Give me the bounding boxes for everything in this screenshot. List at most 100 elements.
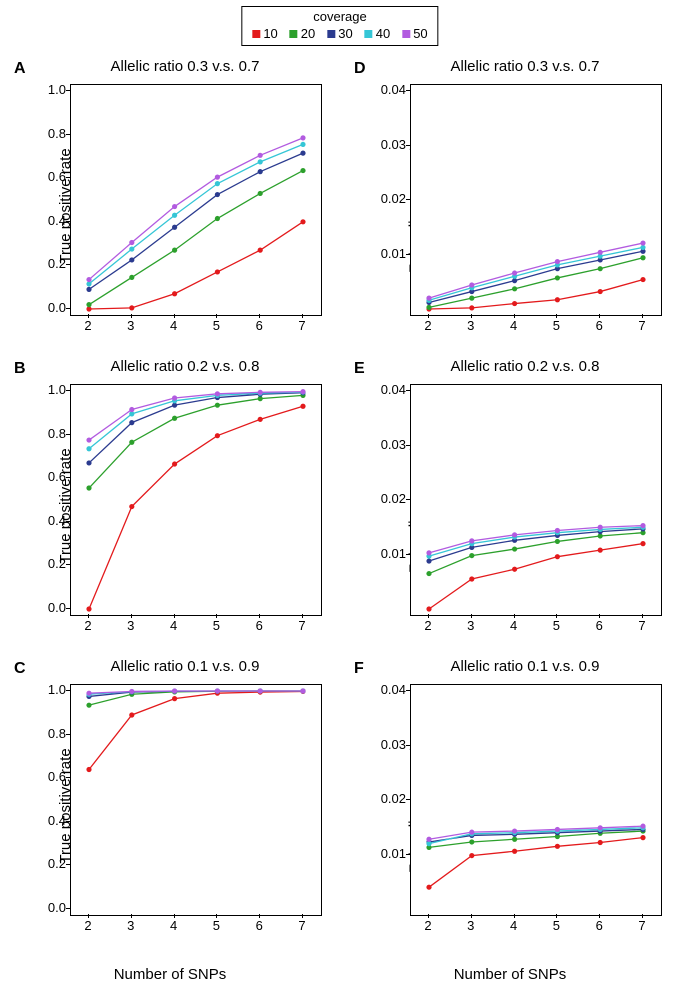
y-tick-label: 0.0 <box>26 600 66 615</box>
panel-title: Allelic ratio 0.1 v.s. 0.9 <box>370 658 680 675</box>
x-tick-label: 3 <box>461 618 481 633</box>
y-tick-label: 0.2 <box>26 256 66 271</box>
x-tick-label: 7 <box>632 318 652 333</box>
panel-C: CAllelic ratio 0.1 v.s. 0.9True positive… <box>0 656 340 956</box>
panel-A: AAllelic ratio 0.3 v.s. 0.7True positive… <box>0 56 340 356</box>
legend-item: 50 <box>402 26 427 41</box>
x-tick-label: 7 <box>292 618 312 633</box>
chart-svg <box>71 385 321 615</box>
panel-B: BAllelic ratio 0.2 v.s. 0.8True positive… <box>0 356 340 656</box>
y-tick-label: 0.6 <box>26 169 66 184</box>
x-tick-label: 2 <box>418 918 438 933</box>
y-tick-label: 0.0 <box>26 300 66 315</box>
x-tick-label: 7 <box>292 318 312 333</box>
chart-svg <box>71 685 321 915</box>
y-tick-label: 0.02 <box>366 491 406 506</box>
plot-area <box>70 84 322 316</box>
y-tick-label: 0.2 <box>26 556 66 571</box>
panel-E: EAllelic ratio 0.2 v.s. 0.8False discove… <box>340 356 680 656</box>
xlabel-left: Number of SNPs <box>0 966 340 983</box>
panel-title: Allelic ratio 0.3 v.s. 0.7 <box>30 58 340 75</box>
y-tick-label: 0.03 <box>366 737 406 752</box>
legend-box: coverage 10 20 30 40 50 <box>241 6 438 46</box>
panel-label: E <box>354 360 365 378</box>
y-tick-label: 0.6 <box>26 769 66 784</box>
y-tick-label: 0.2 <box>26 856 66 871</box>
x-tick-label: 6 <box>589 618 609 633</box>
x-tick-label: 3 <box>461 918 481 933</box>
x-tick-label: 7 <box>292 918 312 933</box>
x-tick-label: 3 <box>121 318 141 333</box>
legend-label: 20 <box>301 26 315 41</box>
legend-item: 30 <box>327 26 352 41</box>
panel-title: Allelic ratio 0.3 v.s. 0.7 <box>370 58 680 75</box>
x-tick-label: 4 <box>504 918 524 933</box>
y-tick-label: 0.01 <box>366 846 406 861</box>
y-tick-label: 0.02 <box>366 791 406 806</box>
xlabel-right: Number of SNPs <box>340 966 680 983</box>
panels-grid: AAllelic ratio 0.3 v.s. 0.7True positive… <box>0 56 680 956</box>
panel-title: Allelic ratio 0.1 v.s. 0.9 <box>30 658 340 675</box>
x-tick-label: 5 <box>206 318 226 333</box>
legend-label: 10 <box>263 26 277 41</box>
x-tick-label: 3 <box>121 918 141 933</box>
x-tick-label: 6 <box>249 918 269 933</box>
y-tick-label: 0.4 <box>26 513 66 528</box>
chart-svg <box>71 85 321 315</box>
legend-swatch <box>402 30 410 38</box>
legend-swatch <box>290 30 298 38</box>
panel-title: Allelic ratio 0.2 v.s. 0.8 <box>370 358 680 375</box>
y-tick-label: 1.0 <box>26 82 66 97</box>
legend-swatch <box>252 30 260 38</box>
legend-item: 20 <box>290 26 315 41</box>
y-tick-label: 0.03 <box>366 137 406 152</box>
x-tick-label: 6 <box>249 618 269 633</box>
x-tick-label: 3 <box>121 618 141 633</box>
x-tick-label: 4 <box>164 618 184 633</box>
x-tick-label: 5 <box>546 318 566 333</box>
x-tick-label: 3 <box>461 318 481 333</box>
x-tick-label: 2 <box>78 918 98 933</box>
x-tick-label: 5 <box>206 918 226 933</box>
panel-label: C <box>14 660 26 678</box>
y-tick-label: 0.4 <box>26 813 66 828</box>
plot-area <box>70 684 322 916</box>
x-tick-label: 6 <box>589 918 609 933</box>
x-tick-label: 5 <box>206 618 226 633</box>
x-tick-label: 4 <box>504 318 524 333</box>
y-tick-label: 0.02 <box>366 191 406 206</box>
x-tick-label: 4 <box>164 918 184 933</box>
y-tick-label: 0.0 <box>26 900 66 915</box>
legend-label: 30 <box>338 26 352 41</box>
y-tick-label: 0.4 <box>26 213 66 228</box>
x-tick-label: 2 <box>418 318 438 333</box>
panel-label: B <box>14 360 26 378</box>
x-tick-label: 4 <box>504 618 524 633</box>
panel-label: A <box>14 60 26 78</box>
x-tick-label: 7 <box>632 918 652 933</box>
x-tick-label: 6 <box>249 318 269 333</box>
legend-item: 40 <box>365 26 390 41</box>
y-tick-label: 0.6 <box>26 469 66 484</box>
plot-area <box>410 84 662 316</box>
y-tick-label: 0.01 <box>366 546 406 561</box>
chart-svg <box>411 685 661 915</box>
x-tick-label: 5 <box>546 618 566 633</box>
legend-label: 50 <box>413 26 427 41</box>
legend-item: 10 <box>252 26 277 41</box>
x-tick-label: 4 <box>164 318 184 333</box>
figure-root: coverage 1020304050 AAllelic ratio 0.3 v… <box>0 0 680 1002</box>
plot-area <box>410 384 662 616</box>
legend-swatch <box>365 30 373 38</box>
y-tick-label: 0.8 <box>26 426 66 441</box>
legend-title: coverage <box>252 9 427 24</box>
y-tick-label: 0.04 <box>366 382 406 397</box>
y-tick-label: 0.04 <box>366 682 406 697</box>
y-tick-label: 0.8 <box>26 726 66 741</box>
panel-D: DAllelic ratio 0.3 v.s. 0.7False discove… <box>340 56 680 356</box>
x-tick-label: 6 <box>589 318 609 333</box>
plot-area <box>410 684 662 916</box>
y-tick-label: 0.03 <box>366 437 406 452</box>
y-tick-label: 1.0 <box>26 682 66 697</box>
y-tick-label: 0.04 <box>366 82 406 97</box>
